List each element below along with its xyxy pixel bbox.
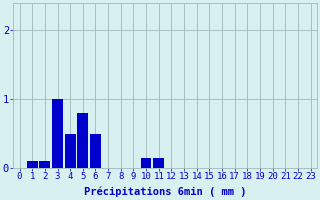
Bar (77, 113, 88, 168)
Bar (65, 134, 76, 168)
X-axis label: Précipitations 6min ( mm ): Précipitations 6min ( mm ) (84, 187, 246, 197)
Bar (39, 161, 50, 168)
Bar (90, 134, 101, 168)
Bar (52, 99, 63, 168)
Bar (153, 158, 164, 168)
Bar (27, 161, 37, 168)
Bar (141, 158, 151, 168)
